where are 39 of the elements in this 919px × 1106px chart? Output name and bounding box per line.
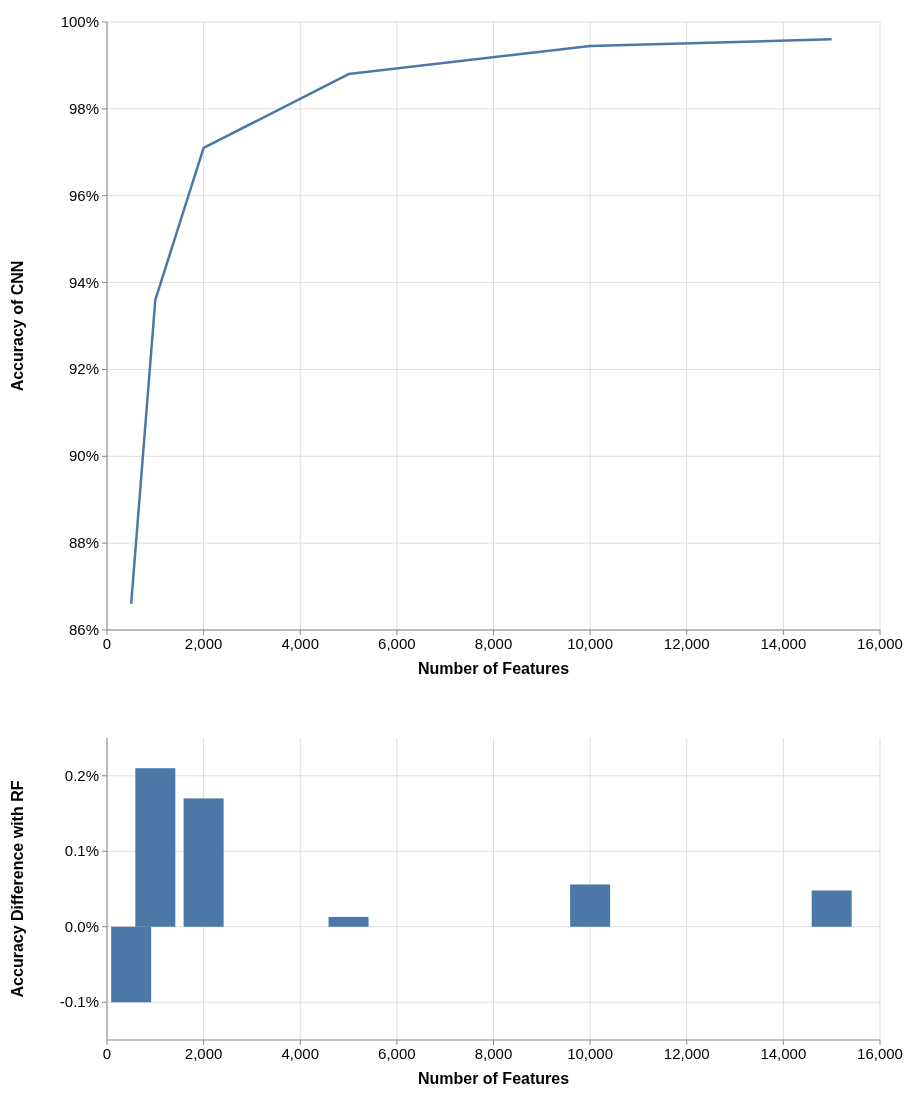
- x-tick-label: 4,000: [281, 1045, 320, 1062]
- bar: [570, 884, 611, 927]
- bar: [811, 890, 852, 927]
- x-tick-label: 2,000: [184, 635, 223, 652]
- x-axis-title: Number of Features: [417, 660, 570, 677]
- x-tick-label: 0: [102, 635, 112, 652]
- x-tick-label: 4,000: [281, 635, 320, 652]
- y-tick-label: 96%: [68, 186, 99, 204]
- y-tick-label: 92%: [68, 360, 99, 378]
- y-tick-label: 88%: [68, 534, 99, 552]
- x-tick-label: 16,000: [857, 635, 903, 652]
- y-tick-label: 100%: [60, 13, 99, 30]
- y-tick-label: 0.2%: [64, 766, 99, 784]
- x-tick-label: 8,000: [474, 1045, 513, 1062]
- x-tick-label: 0: [102, 1045, 112, 1062]
- x-tick-label: 14,000: [760, 1045, 807, 1062]
- x-tick-label: 16,000: [857, 1045, 903, 1062]
- line-series: [129, 38, 833, 606]
- y-tick-label: 0.0%: [64, 917, 99, 935]
- y-tick-label: 0.1%: [64, 842, 99, 860]
- y-tick-label: 90%: [68, 447, 99, 465]
- x-tick-label: 6,000: [378, 1045, 416, 1062]
- x-tick-label: 6,000: [378, 635, 416, 652]
- x-tick-label: 12,000: [663, 1045, 710, 1062]
- y-tick-label: 86%: [68, 621, 99, 638]
- y-axis-title: Accuracy of CNN: [9, 260, 26, 392]
- x-tick-label: 2,000: [184, 1045, 223, 1062]
- x-tick-label: 12,000: [663, 635, 710, 652]
- x-tick-label: 10,000: [567, 1045, 614, 1062]
- y-tick-label: 94%: [68, 273, 99, 291]
- x-axis-title: Number of Features: [417, 1070, 570, 1087]
- y-tick-label: 98%: [68, 99, 99, 117]
- y-axis-title: Accuracy Difference with RF: [9, 780, 26, 998]
- x-tick-label: 10,000: [567, 635, 614, 652]
- bar: [328, 916, 369, 927]
- x-tick-label: 8,000: [474, 635, 513, 652]
- bar: [183, 798, 224, 927]
- x-tick-label: 14,000: [760, 635, 807, 652]
- y-tick-label: -0.1%: [59, 993, 99, 1011]
